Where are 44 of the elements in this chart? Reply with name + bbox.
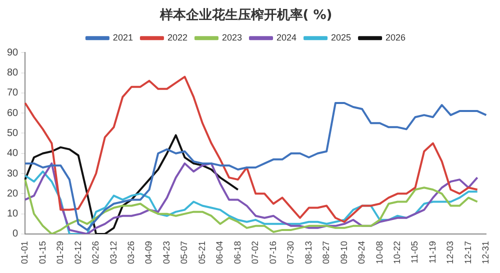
legend-label: 2026 (386, 32, 406, 43)
x-tick-label: 11-19 (427, 240, 438, 264)
y-tick-label: 40 (7, 148, 19, 160)
y-tick-label: 20 (7, 188, 19, 200)
y-tick-label: 50 (7, 128, 19, 139)
x-tick-label: 01-29 (55, 240, 66, 264)
x-tick-label: 08-27 (321, 240, 332, 264)
x-tick-label: 04-09 (144, 240, 154, 264)
legend-label: 2025 (331, 32, 352, 43)
y-tick-label: 30 (7, 168, 19, 180)
x-tick-label: 03-12 (108, 240, 118, 264)
x-tick-label: 02-26 (90, 240, 101, 264)
legend-label: 2022 (167, 32, 188, 43)
x-tick-label: 08-13 (303, 240, 314, 264)
x-tick-label: 09-10 (338, 240, 349, 264)
x-tick-label: 12-03 (445, 240, 456, 264)
x-tick-label: 07-02 (250, 240, 260, 264)
x-tick-label: 10-08 (374, 240, 384, 264)
legend-label: 2023 (222, 32, 242, 43)
x-tick-label: 05-21 (196, 240, 207, 264)
x-tick-label: 03-26 (126, 240, 136, 264)
y-tick-label: 0 (12, 228, 19, 240)
x-tick-label: 04-23 (161, 240, 172, 264)
x-tick-label: 05-07 (179, 240, 190, 264)
x-tick-label: 07-16 (268, 240, 278, 264)
y-tick-label: 10 (7, 208, 19, 220)
x-tick-label: 06-04 (214, 240, 225, 264)
x-tick-label: 01-15 (37, 240, 48, 264)
x-tick-label: 07-30 (286, 240, 296, 264)
y-tick-label: 70 (7, 88, 19, 99)
x-tick-label: 06-18 (232, 240, 242, 264)
y-tick-label: 60 (7, 108, 19, 119)
legend-label: 2024 (276, 32, 297, 43)
x-tick-label: 11-05 (410, 240, 420, 264)
x-tick-label: 10-22 (392, 240, 402, 264)
x-tick-label: 12-17 (462, 240, 473, 264)
x-tick-label: 02-12 (72, 240, 83, 264)
x-tick-label: 09-24 (356, 240, 367, 264)
legend-label: 2021 (112, 32, 133, 43)
y-tick-label: 80 (7, 68, 19, 79)
chart-title: 样本企业花生压榨开机率( %) (158, 7, 332, 24)
y-tick-label: 90 (7, 47, 19, 58)
x-tick-label: 12-31 (480, 240, 491, 264)
x-tick-label: 01-01 (20, 240, 30, 264)
